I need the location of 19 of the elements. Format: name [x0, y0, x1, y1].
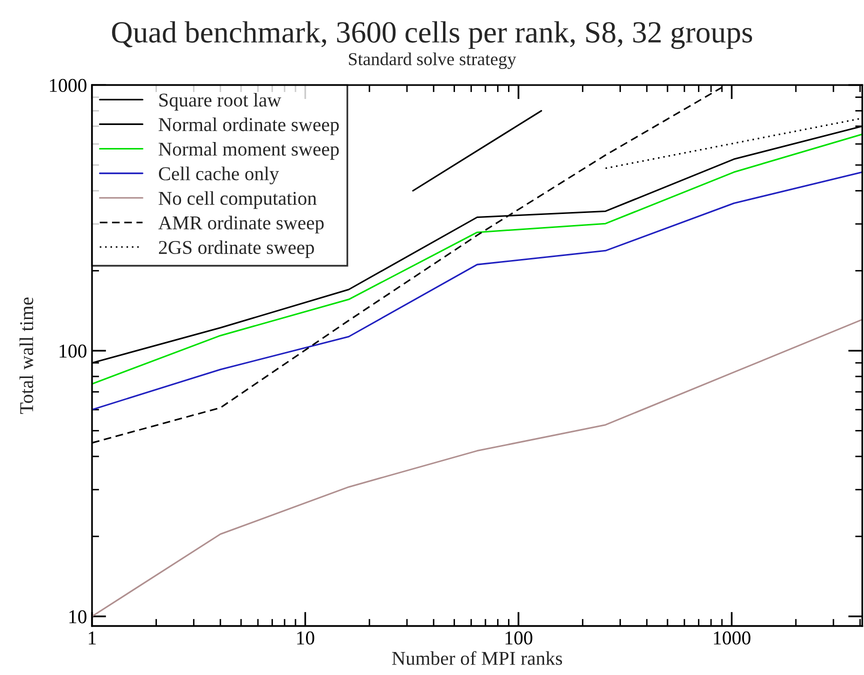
y-tick-label: 100: [60, 344, 86, 358]
legend-label: AMR ordinate sweep: [158, 216, 324, 234]
y-axis-title: Total wall time: [20, 297, 34, 414]
line-series: [92, 318, 862, 618]
legend-label: Normal ordinate sweep: [158, 118, 339, 136]
y-tick-label: 1000: [50, 78, 86, 92]
chart-subtitle: Standard solve strategy: [348, 52, 516, 69]
legend-label: Square root law: [159, 92, 282, 111]
x-tick-label: 100: [506, 631, 532, 645]
legend-label: 2GS ordinate sweep: [158, 240, 314, 258]
x-tick-label: 1000: [714, 631, 750, 645]
legend-label: Normal moment sweep: [158, 142, 339, 160]
legend-label: Cell cache only: [158, 166, 279, 184]
legend-label: No cell computation: [158, 191, 317, 209]
x-tick-label: 1: [88, 632, 96, 644]
x-tick-label: 10: [297, 631, 314, 645]
chart-title: Quad benchmark, 3600 cells per rank, S8, 32 groups: [112, 21, 752, 49]
x-axis-title: Number of MPI ranks: [392, 651, 562, 665]
y-tick-label: 10: [69, 610, 86, 624]
